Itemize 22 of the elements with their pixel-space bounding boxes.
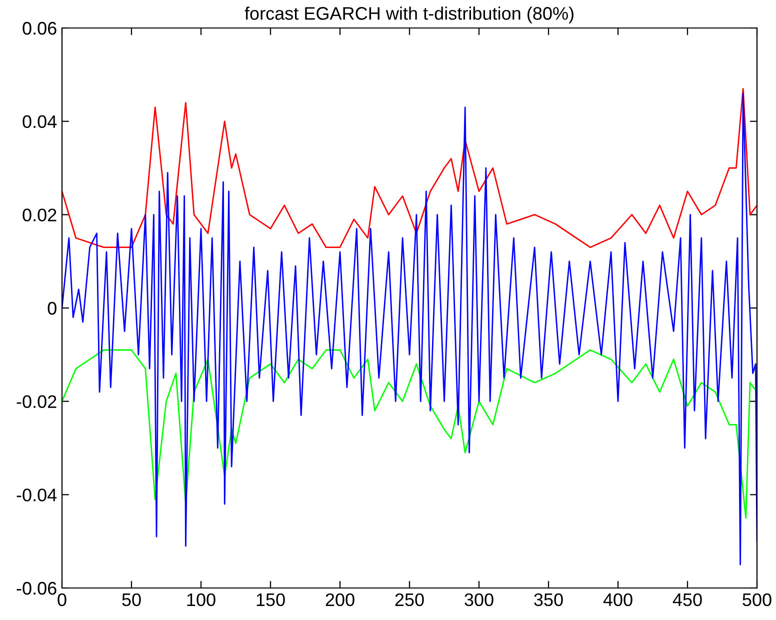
x-tick-label: 300 xyxy=(464,593,494,606)
y-tick-label: 0.02 xyxy=(22,208,56,222)
x-tick-label: 50 xyxy=(122,593,141,606)
x-tick-label: 400 xyxy=(603,593,632,606)
x-tick-label: 450 xyxy=(672,593,702,606)
line-series xyxy=(62,88,757,248)
y-tick-label: -0.06 xyxy=(16,582,56,595)
y-tick-label: -0.02 xyxy=(16,395,56,408)
x-tick-label: 350 xyxy=(534,593,563,606)
line-series xyxy=(62,349,757,519)
x-tick-label: 150 xyxy=(256,593,285,606)
x-tick-label: 500 xyxy=(742,593,772,606)
x-tick-label: 200 xyxy=(326,593,354,606)
y-tick-label: 0.04 xyxy=(22,115,57,128)
y-tick-label: 0.06 xyxy=(22,22,56,35)
x-tick-label: 0 xyxy=(58,593,66,606)
y-tick-label: 0 xyxy=(48,302,56,315)
x-tick-label: 100 xyxy=(187,593,216,606)
line-series xyxy=(62,92,757,566)
chart-title: forcast EGARCH with t-distribution (80%) xyxy=(244,6,574,24)
y-tick-label: -0.04 xyxy=(16,488,57,502)
x-tick-label: 250 xyxy=(395,593,424,606)
